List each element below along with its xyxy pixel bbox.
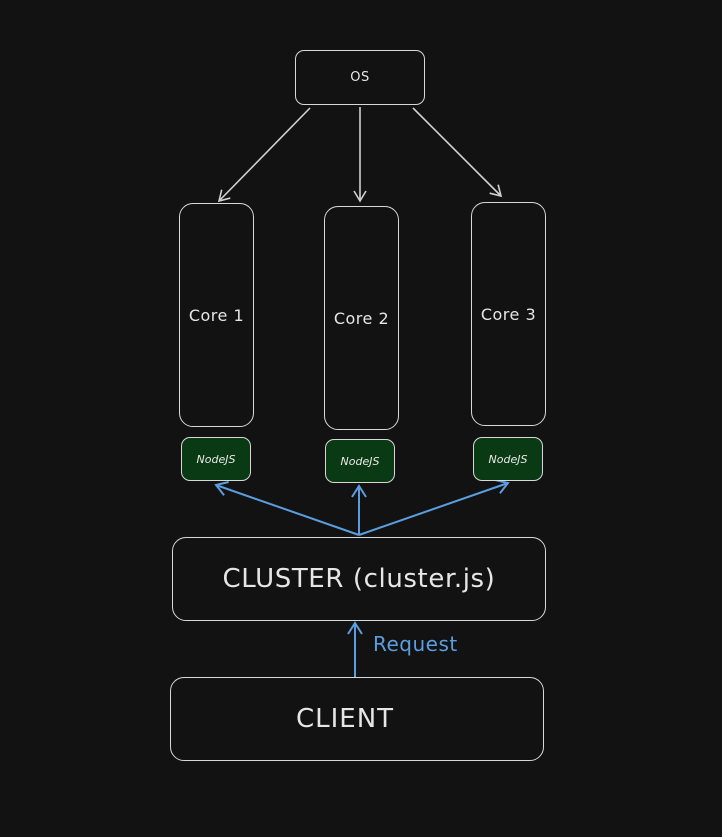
os-box: OS: [295, 50, 425, 105]
core-1-label: Core 1: [188, 305, 245, 325]
core-1-box: Core 1: [179, 203, 254, 427]
cluster-box: CLUSTER (cluster.js): [172, 537, 546, 621]
nodejs-box-1: NodeJS: [181, 437, 251, 481]
nodejs-label-2: NodeJS: [340, 454, 380, 468]
arrow-cluster-to-node-3: [358, 479, 510, 536]
core-3-box: Core 3: [471, 202, 546, 426]
core-2-label: Core 2: [333, 308, 390, 328]
nodejs-box-3: NodeJS: [473, 437, 543, 481]
nodejs-label-1: NodeJS: [196, 452, 236, 466]
core-2-box: Core 2: [324, 206, 399, 430]
client-box: CLIENT: [170, 677, 544, 761]
nodejs-box-2: NodeJS: [325, 439, 395, 483]
client-label: CLIENT: [295, 704, 395, 734]
arrow-cluster-to-node-1: [214, 481, 360, 536]
arrow-os-to-core-1: [217, 107, 311, 203]
cluster-label: CLUSTER (cluster.js): [222, 564, 496, 594]
os-label: OS: [350, 70, 370, 85]
arrow-os-to-core-3: [412, 107, 503, 198]
request-label: Request: [373, 632, 458, 656]
core-3-label: Core 3: [480, 304, 537, 324]
nodejs-label-3: NodeJS: [488, 452, 528, 466]
